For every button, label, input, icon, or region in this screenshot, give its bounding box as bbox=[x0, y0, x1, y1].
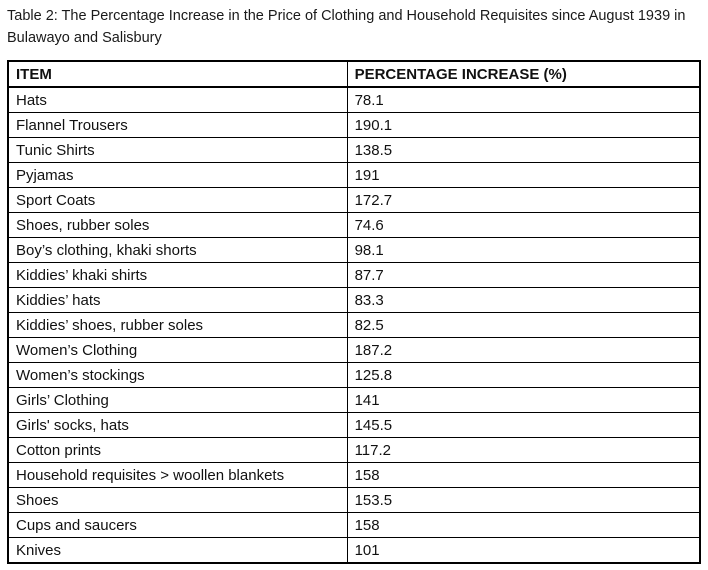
value-cell: 83.3 bbox=[346, 287, 701, 313]
table-row: Hats 78.1 bbox=[7, 86, 701, 113]
item-cell: Cups and saucers bbox=[7, 512, 348, 538]
table-row: Kiddies’ shoes, rubber soles 82.5 bbox=[7, 312, 701, 338]
value-cell: 191 bbox=[346, 162, 701, 188]
item-cell: Kiddies’ shoes, rubber soles bbox=[7, 312, 348, 338]
table-row: Girls’ Clothing 141 bbox=[7, 387, 701, 413]
table-header: ITEM PERCENTAGE INCREASE (%) bbox=[7, 60, 701, 88]
value-cell: 74.6 bbox=[346, 212, 701, 238]
value-cell: 125.8 bbox=[346, 362, 701, 388]
table-row: Women’s stockings 125.8 bbox=[7, 362, 701, 388]
item-cell: Flannel Trousers bbox=[7, 112, 348, 138]
value-cell: 101 bbox=[346, 537, 701, 564]
value-cell: 117.2 bbox=[346, 437, 701, 463]
value-cell: 158 bbox=[346, 462, 701, 488]
value-cell: 87.7 bbox=[346, 262, 701, 288]
item-cell: Cotton prints bbox=[7, 437, 348, 463]
value-cell: 153.5 bbox=[346, 487, 701, 513]
value-cell: 187.2 bbox=[346, 337, 701, 363]
table-row: Shoes 153.5 bbox=[7, 487, 701, 513]
item-column-header: ITEM bbox=[7, 60, 348, 88]
value-cell: 98.1 bbox=[346, 237, 701, 263]
value-cell: 145.5 bbox=[346, 412, 701, 438]
item-cell: Women’s Clothing bbox=[7, 337, 348, 363]
percentage-column-header: PERCENTAGE INCREASE (%) bbox=[346, 60, 701, 88]
item-cell: Kiddies’ khaki shirts bbox=[7, 262, 348, 288]
item-cell: Hats bbox=[7, 86, 348, 113]
table-body: Hats 78.1 Flannel Trousers 190.1 Tunic S… bbox=[7, 86, 701, 564]
table-row: Kiddies’ hats 83.3 bbox=[7, 287, 701, 313]
table-row: Pyjamas 191 bbox=[7, 162, 701, 188]
table-row: Tunic Shirts 138.5 bbox=[7, 137, 701, 163]
value-cell: 172.7 bbox=[346, 187, 701, 213]
table-row: Shoes, rubber soles 74.6 bbox=[7, 212, 701, 238]
table-row: Knives 101 bbox=[7, 537, 701, 564]
table-row: Household requisites > woollen blankets … bbox=[7, 462, 701, 488]
item-cell: Girls' socks, hats bbox=[7, 412, 348, 438]
item-cell: Kiddies’ hats bbox=[7, 287, 348, 313]
header-row: ITEM PERCENTAGE INCREASE (%) bbox=[7, 60, 701, 88]
item-cell: Sport Coats bbox=[7, 187, 348, 213]
table-row: Boy’s clothing, khaki shorts 98.1 bbox=[7, 237, 701, 263]
item-cell: Women’s stockings bbox=[7, 362, 348, 388]
value-cell: 141 bbox=[346, 387, 701, 413]
percentage-increase-table: ITEM PERCENTAGE INCREASE (%) Hats 78.1 F… bbox=[7, 60, 701, 564]
table-row: Women’s Clothing 187.2 bbox=[7, 337, 701, 363]
table-row: Sport Coats 172.7 bbox=[7, 187, 701, 213]
item-cell: Household requisites > woollen blankets bbox=[7, 462, 348, 488]
item-cell: Boy’s clothing, khaki shorts bbox=[7, 237, 348, 263]
value-cell: 82.5 bbox=[346, 312, 701, 338]
value-cell: 138.5 bbox=[346, 137, 701, 163]
table-row: Girls' socks, hats 145.5 bbox=[7, 412, 701, 438]
table-caption: Table 2: The Percentage Increase in the … bbox=[7, 8, 686, 46]
item-cell: Shoes bbox=[7, 487, 348, 513]
table-row: Cups and saucers 158 bbox=[7, 512, 701, 538]
table-row: Cotton prints 117.2 bbox=[7, 437, 701, 463]
table-row: Flannel Trousers 190.1 bbox=[7, 112, 701, 138]
value-cell: 190.1 bbox=[346, 112, 701, 138]
item-cell: Shoes, rubber soles bbox=[7, 212, 348, 238]
item-cell: Pyjamas bbox=[7, 162, 348, 188]
value-cell: 158 bbox=[346, 512, 701, 538]
value-cell: 78.1 bbox=[346, 86, 701, 113]
item-cell: Tunic Shirts bbox=[7, 137, 348, 163]
item-cell: Knives bbox=[7, 537, 348, 564]
item-cell: Girls’ Clothing bbox=[7, 387, 348, 413]
table-row: Kiddies’ khaki shirts 87.7 bbox=[7, 262, 701, 288]
